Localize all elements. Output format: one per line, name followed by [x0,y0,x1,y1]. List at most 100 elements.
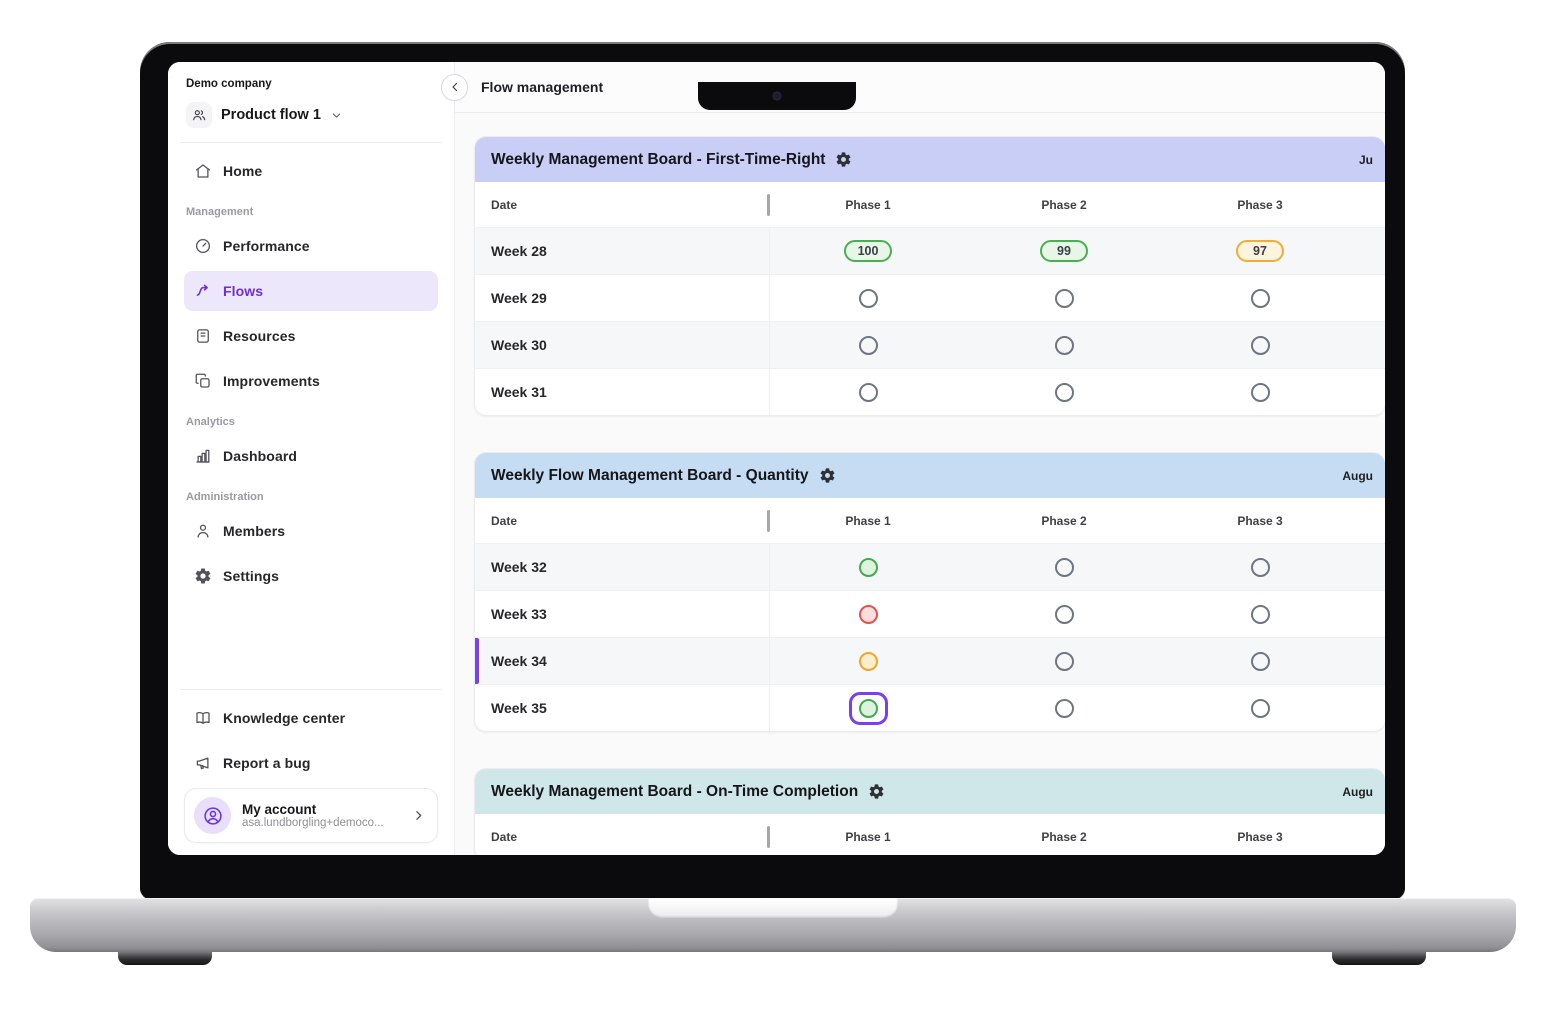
empty-status-circle[interactable] [1054,382,1074,402]
phase-cell[interactable] [1162,591,1358,637]
boards-scroll-area[interactable]: Weekly Management Board - First-Time-Rig… [455,113,1385,855]
phase-cell[interactable] [1162,685,1358,731]
empty-status-circle[interactable] [1250,651,1270,671]
phase-cell[interactable] [966,369,1162,415]
phase-cell[interactable]: 97 [1162,228,1358,274]
table-row: Week 28 100 99 97 [475,227,1385,274]
phase-cell[interactable] [770,544,966,590]
status-circle[interactable] [858,698,878,718]
phase-cell[interactable]: 99 [966,228,1162,274]
table-row: Week 34 [475,637,1385,684]
empty-status-circle[interactable] [1054,604,1074,624]
account-text: My account asa.lundborgling+democo... [242,802,401,829]
status-circle[interactable] [858,651,878,671]
phase-cell[interactable] [1162,275,1358,321]
flow-icon [194,282,212,300]
laptop-base [30,898,1516,952]
score-badge[interactable]: 97 [1236,240,1284,262]
score-badge[interactable]: 100 [844,240,892,262]
sidebar-item-home[interactable]: Home [184,151,438,191]
sidebar-item-settings[interactable]: Settings [184,556,438,596]
phase-cell[interactable] [770,369,966,415]
sidebar-section-label: Management [186,206,254,218]
empty-status-circle[interactable] [858,288,878,308]
sidebar-item-resources[interactable]: Resources [184,316,438,356]
sidebar-footer-divider [180,689,442,690]
sidebar-divider [180,142,442,143]
empty-status-circle[interactable] [858,382,878,402]
phase-cell[interactable] [966,685,1162,731]
sidebar-item-report-a-bug[interactable]: Report a bug [184,743,438,783]
column-divider [767,509,770,532]
empty-status-circle[interactable] [858,335,878,355]
sidebar-item-label: Performance [223,238,310,254]
board-settings-icon[interactable] [868,783,885,800]
sidebar-item-flows[interactable]: Flows [184,271,438,311]
phase-cell[interactable] [770,591,966,637]
empty-status-circle[interactable] [1250,335,1270,355]
sidebar-item-knowledge-center[interactable]: Knowledge center [184,698,438,738]
phase-cell[interactable] [1162,369,1358,415]
workspace-switcher[interactable]: Product flow 1 [184,100,438,130]
current-week-marker [475,638,479,684]
status-circle[interactable] [858,557,878,577]
empty-status-circle[interactable] [1054,288,1074,308]
phase-cell[interactable] [966,638,1162,684]
column-header-date: Date [475,498,770,543]
empty-status-circle[interactable] [1250,382,1270,402]
phase-cell[interactable] [770,685,966,731]
my-account-card[interactable]: My account asa.lundborgling+democo... [184,788,438,843]
back-button[interactable] [441,73,468,101]
workspace-label: Product flow 1 [221,107,321,123]
phase-cell[interactable] [770,322,966,368]
bar-chart-icon [194,447,212,465]
phase-cell[interactable] [1162,322,1358,368]
selected-cell-ring[interactable] [848,691,888,725]
board-card: Weekly Flow Management Board - Quantity A… [474,452,1385,732]
sidebar-section-label: Analytics [186,416,235,428]
phase-cell[interactable] [966,322,1162,368]
empty-status-circle[interactable] [1250,288,1270,308]
phase-cell[interactable] [1162,638,1358,684]
sidebar-item-performance[interactable]: Performance [184,226,438,266]
board-settings-icon[interactable] [819,467,836,484]
board-header: Weekly Flow Management Board - Quantity A… [475,453,1385,498]
board-period: Augu [1342,468,1373,483]
home-icon [194,162,212,180]
phase-cell[interactable] [770,638,966,684]
phase-cell[interactable] [770,275,966,321]
column-header: Phase 2 [1041,829,1087,844]
empty-status-circle[interactable] [1250,698,1270,718]
empty-status-circle[interactable] [1054,557,1074,577]
row-date: Week 32 [475,544,770,590]
sidebar-section-label: Administration [186,491,264,503]
phase-cell[interactable] [1162,544,1358,590]
sidebar-item-dashboard[interactable]: Dashboard [184,436,438,476]
sidebar-item-members[interactable]: Members [184,511,438,551]
phase-cell[interactable]: 100 [770,228,966,274]
phase-cell[interactable] [966,275,1162,321]
phase-cell[interactable] [966,591,1162,637]
phase-cell[interactable] [966,544,1162,590]
empty-status-circle[interactable] [1250,604,1270,624]
account-title: My account [242,802,317,817]
column-header: Phase 3 [1237,513,1283,528]
column-header-row: Date Phase 1 Phase 2 Phase 3 [475,182,1385,227]
empty-status-circle[interactable] [1054,651,1074,671]
laptop-thumb-groove [648,898,898,918]
row-date: Week 29 [475,275,770,321]
empty-status-circle[interactable] [1054,335,1074,355]
board-header: Weekly Management Board - On-Time Comple… [475,769,1385,814]
sidebar-nav: Home Management Performance Flows Resources I… [184,151,438,601]
empty-status-circle[interactable] [1054,698,1074,718]
sidebar-item-label: Knowledge center [223,710,346,726]
empty-status-circle[interactable] [1250,557,1270,577]
status-circle[interactable] [858,604,878,624]
score-badge[interactable]: 99 [1040,240,1088,262]
board-settings-icon[interactable] [835,151,852,168]
laptop-foot [1332,952,1426,965]
board-header: Weekly Management Board - First-Time-Rig… [475,137,1385,182]
sidebar-item-improvements[interactable]: Improvements [184,361,438,401]
account-email: asa.lundborgling+democo... [242,817,384,829]
person-icon [194,522,212,540]
